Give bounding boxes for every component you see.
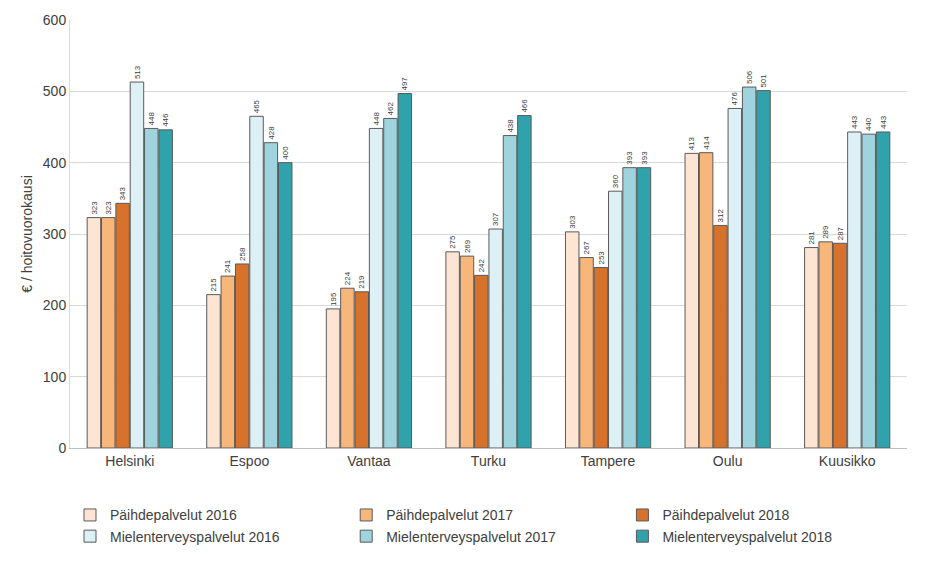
svg-text:Päihdepalvelut 2016: Päihdepalvelut 2016 [110, 507, 237, 523]
svg-text:Vantaa: Vantaa [347, 453, 391, 469]
svg-text:289: 289 [821, 225, 830, 239]
svg-text:465: 465 [252, 99, 261, 113]
svg-text:Mielenterveyspalvelut 2018: Mielenterveyspalvelut 2018 [662, 529, 832, 545]
svg-text:Oulu: Oulu [713, 453, 743, 469]
svg-text:242: 242 [477, 259, 486, 273]
svg-text:200: 200 [43, 297, 67, 313]
svg-text:448: 448 [147, 112, 156, 126]
svg-text:476: 476 [730, 92, 739, 106]
svg-text:323: 323 [104, 201, 113, 215]
svg-text:443: 443 [879, 115, 888, 129]
svg-text:241: 241 [223, 259, 232, 273]
svg-text:343: 343 [118, 186, 127, 200]
svg-text:414: 414 [702, 136, 711, 150]
svg-text:Kuusikko: Kuusikko [819, 453, 876, 469]
svg-text:Helsinki: Helsinki [105, 453, 154, 469]
svg-text:466: 466 [520, 99, 529, 113]
svg-text:446: 446 [161, 113, 170, 127]
svg-text:448: 448 [372, 112, 381, 126]
svg-text:400: 400 [281, 146, 290, 160]
svg-text:440: 440 [864, 117, 873, 131]
svg-text:269: 269 [463, 239, 472, 253]
svg-text:253: 253 [597, 251, 606, 265]
svg-text:393: 393 [625, 151, 634, 165]
svg-text:195: 195 [329, 292, 338, 306]
svg-text:438: 438 [506, 119, 515, 133]
svg-text:428: 428 [267, 126, 276, 140]
svg-text:413: 413 [687, 137, 696, 151]
svg-text:Turku: Turku [471, 453, 506, 469]
svg-text:323: 323 [90, 201, 99, 215]
svg-text:600: 600 [43, 12, 67, 28]
svg-text:497: 497 [400, 77, 409, 91]
svg-text:360: 360 [611, 174, 620, 188]
svg-text:0: 0 [58, 440, 66, 456]
svg-text:€ / hoitovuorokausi: € / hoitovuorokausi [19, 175, 35, 293]
svg-text:443: 443 [850, 115, 859, 129]
svg-text:100: 100 [43, 369, 67, 385]
svg-text:Espoo: Espoo [230, 453, 270, 469]
svg-text:Päihdepalvelut 2018: Päihdepalvelut 2018 [662, 507, 789, 523]
svg-text:219: 219 [357, 275, 366, 289]
svg-text:300: 300 [43, 226, 67, 242]
svg-text:500: 500 [43, 83, 67, 99]
svg-text:312: 312 [716, 209, 725, 223]
svg-text:287: 287 [836, 226, 845, 240]
svg-text:501: 501 [759, 74, 768, 88]
svg-text:400: 400 [43, 155, 67, 171]
svg-text:393: 393 [640, 151, 649, 165]
svg-text:224: 224 [343, 271, 352, 285]
svg-text:513: 513 [133, 65, 142, 79]
svg-text:Tampere: Tampere [581, 453, 636, 469]
svg-text:258: 258 [238, 247, 247, 261]
svg-text:275: 275 [448, 235, 457, 249]
svg-text:303: 303 [568, 215, 577, 229]
svg-text:267: 267 [582, 241, 591, 255]
svg-text:506: 506 [745, 70, 754, 84]
svg-text:Päihdepalvelut 2017: Päihdepalvelut 2017 [386, 507, 513, 523]
svg-text:307: 307 [491, 212, 500, 226]
svg-text:281: 281 [807, 231, 816, 245]
svg-text:462: 462 [386, 102, 395, 116]
svg-text:Mielenterveyspalvelut 2016: Mielenterveyspalvelut 2016 [110, 529, 280, 545]
svg-text:Mielenterveyspalvelut 2017: Mielenterveyspalvelut 2017 [386, 529, 556, 545]
svg-text:215: 215 [209, 278, 218, 292]
